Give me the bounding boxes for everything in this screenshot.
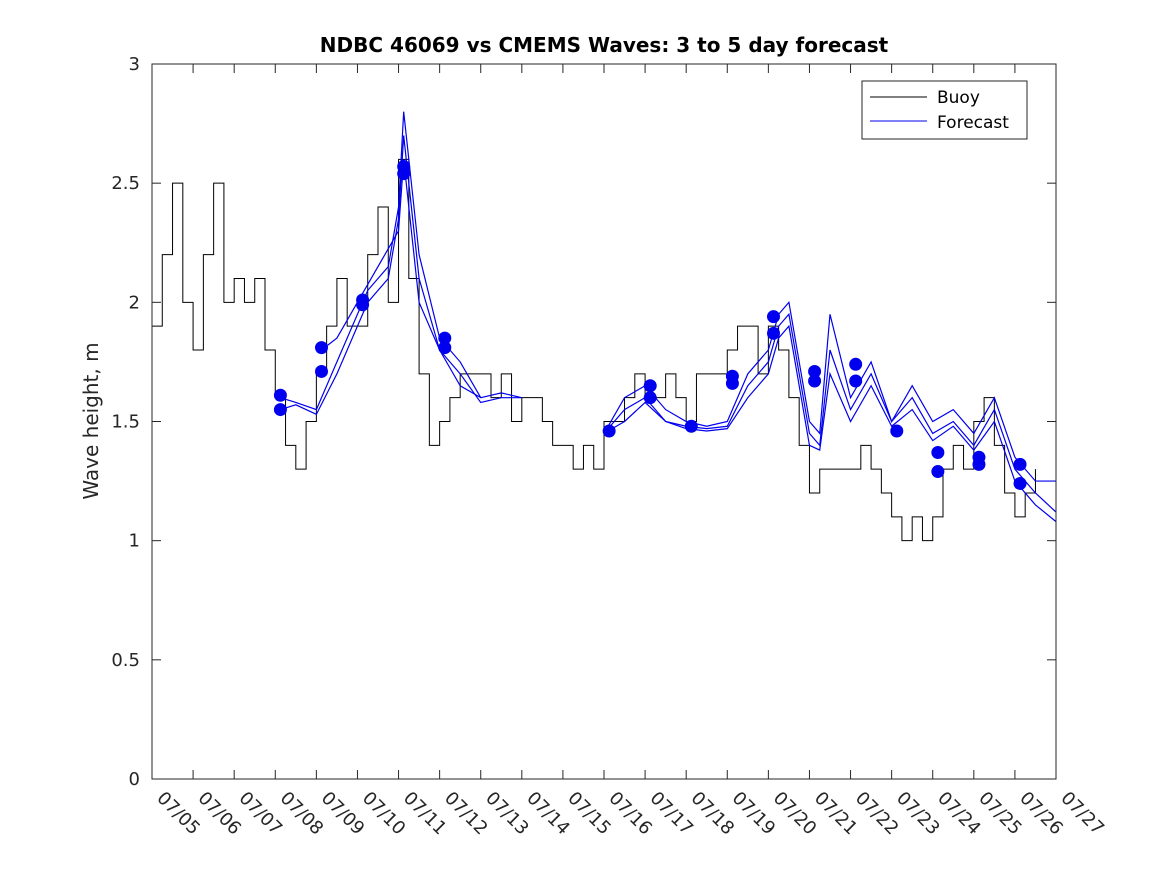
forecast-marker (438, 341, 452, 355)
forecast-marker (767, 310, 780, 324)
forecast-marker (849, 357, 863, 371)
y-tick-label: 0 (129, 769, 140, 790)
y-axis: 0 0.5 1 1.5 2 2.5 3 (111, 54, 1056, 790)
forecast-marker (602, 424, 616, 438)
forecast-marker (315, 341, 328, 355)
y-tick-label: 2 (129, 292, 140, 313)
legend-buoy-label: Buoy (937, 88, 980, 108)
marker-layer (273, 159, 1027, 490)
forecast-series-line (321, 159, 482, 399)
forecast-marker (356, 298, 370, 312)
chart-title: NDBC 46069 vs CMEMS Waves: 3 to 5 day fo… (320, 33, 889, 57)
forecast-marker (849, 374, 863, 388)
forecast-series-line (280, 111, 522, 411)
forecast-series-line (603, 300, 1056, 482)
forecast-marker (931, 445, 945, 459)
y-tick-label: 0.5 (111, 650, 140, 671)
forecast-marker (643, 379, 657, 393)
forecast-marker (808, 364, 822, 378)
forecast-marker (890, 424, 904, 438)
y-tick-label: 2.5 (111, 173, 140, 194)
forecast-marker (315, 364, 328, 378)
forecast-marker (808, 374, 822, 388)
forecast-marker (972, 457, 986, 471)
forecast-marker (684, 419, 698, 433)
legend: Buoy Forecast (861, 80, 1028, 140)
legend-box (861, 80, 1028, 140)
forecast-marker (1013, 457, 1027, 471)
forecast-marker (397, 167, 411, 181)
forecast-marker (643, 391, 657, 405)
y-tick-label: 1.5 (111, 412, 140, 433)
forecast-marker (273, 403, 287, 417)
forecast-marker (725, 376, 739, 390)
y-tick-label: 1 (129, 531, 140, 552)
forecast-marker (767, 326, 780, 340)
y-axis-label: Wave height, m (79, 342, 103, 499)
forecast-marker (931, 465, 945, 479)
forecast-marker (1013, 476, 1027, 490)
legend-forecast-label: Forecast (937, 113, 1009, 133)
forecast-series-line (280, 135, 522, 416)
forecast-marker (273, 388, 287, 402)
y-tick-label: 3 (129, 54, 140, 75)
forecast-marker (438, 331, 452, 345)
buoy-series-line (152, 158, 1036, 542)
